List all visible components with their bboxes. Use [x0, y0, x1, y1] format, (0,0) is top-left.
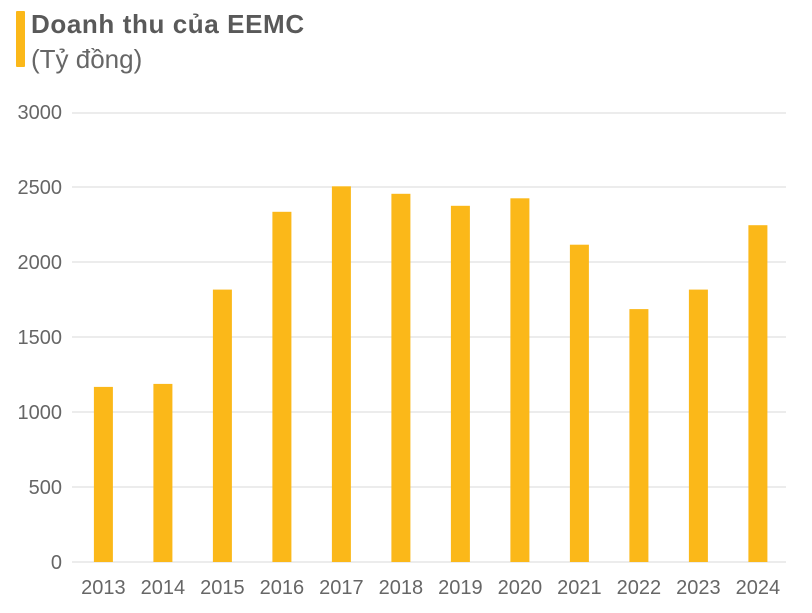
svg-text:2000: 2000 — [18, 252, 63, 274]
svg-text:2014: 2014 — [141, 577, 186, 599]
svg-text:2015: 2015 — [200, 577, 245, 599]
svg-text:2016: 2016 — [260, 577, 305, 599]
svg-text:2013: 2013 — [81, 577, 126, 599]
svg-text:2021: 2021 — [557, 577, 602, 599]
svg-text:0: 0 — [51, 552, 62, 574]
svg-text:500: 500 — [29, 477, 62, 499]
svg-text:2023: 2023 — [676, 577, 721, 599]
svg-text:1500: 1500 — [18, 327, 63, 349]
svg-text:2017: 2017 — [319, 577, 364, 599]
svg-text:2024: 2024 — [736, 577, 781, 599]
svg-text:2500: 2500 — [18, 177, 63, 199]
svg-text:2018: 2018 — [379, 577, 424, 599]
svg-text:3000: 3000 — [18, 102, 63, 124]
svg-text:2020: 2020 — [498, 577, 543, 599]
svg-text:2019: 2019 — [438, 577, 483, 599]
svg-text:1000: 1000 — [18, 402, 63, 424]
svg-text:2022: 2022 — [617, 577, 662, 599]
